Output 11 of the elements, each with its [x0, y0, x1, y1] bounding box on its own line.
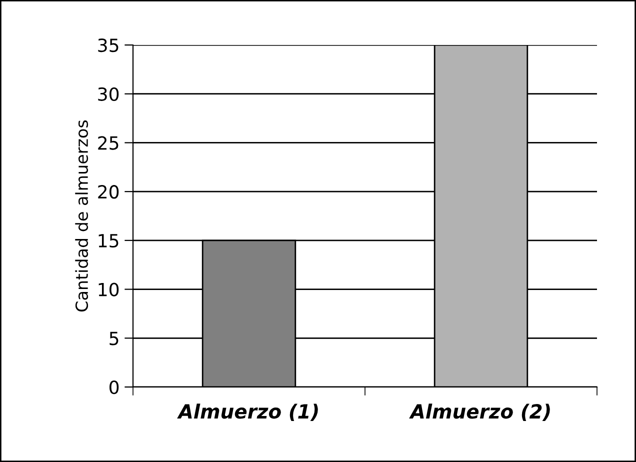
y-tick-label: 35 [98, 38, 118, 52]
y-tick-label: 20 [98, 185, 119, 199]
x-tick-label: Almuerzo (1) [177, 404, 318, 422]
y-tick-label: 25 [98, 136, 118, 150]
x-tick-label: Almuerzo (2) [409, 404, 550, 422]
y-tick-label: 10 [98, 282, 119, 296]
y-tick-label: 15 [98, 234, 118, 248]
y-axis-title: Cantidad de almuerzos [75, 120, 88, 312]
y-tick-label: 30 [98, 87, 119, 101]
y-tick-label: 5 [110, 332, 118, 346]
y-tick-label: 0 [110, 380, 119, 394]
